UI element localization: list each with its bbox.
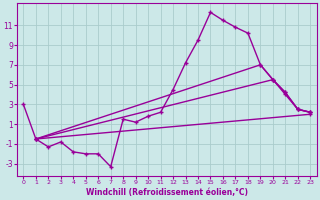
X-axis label: Windchill (Refroidissement éolien,°C): Windchill (Refroidissement éolien,°C)	[86, 188, 248, 197]
